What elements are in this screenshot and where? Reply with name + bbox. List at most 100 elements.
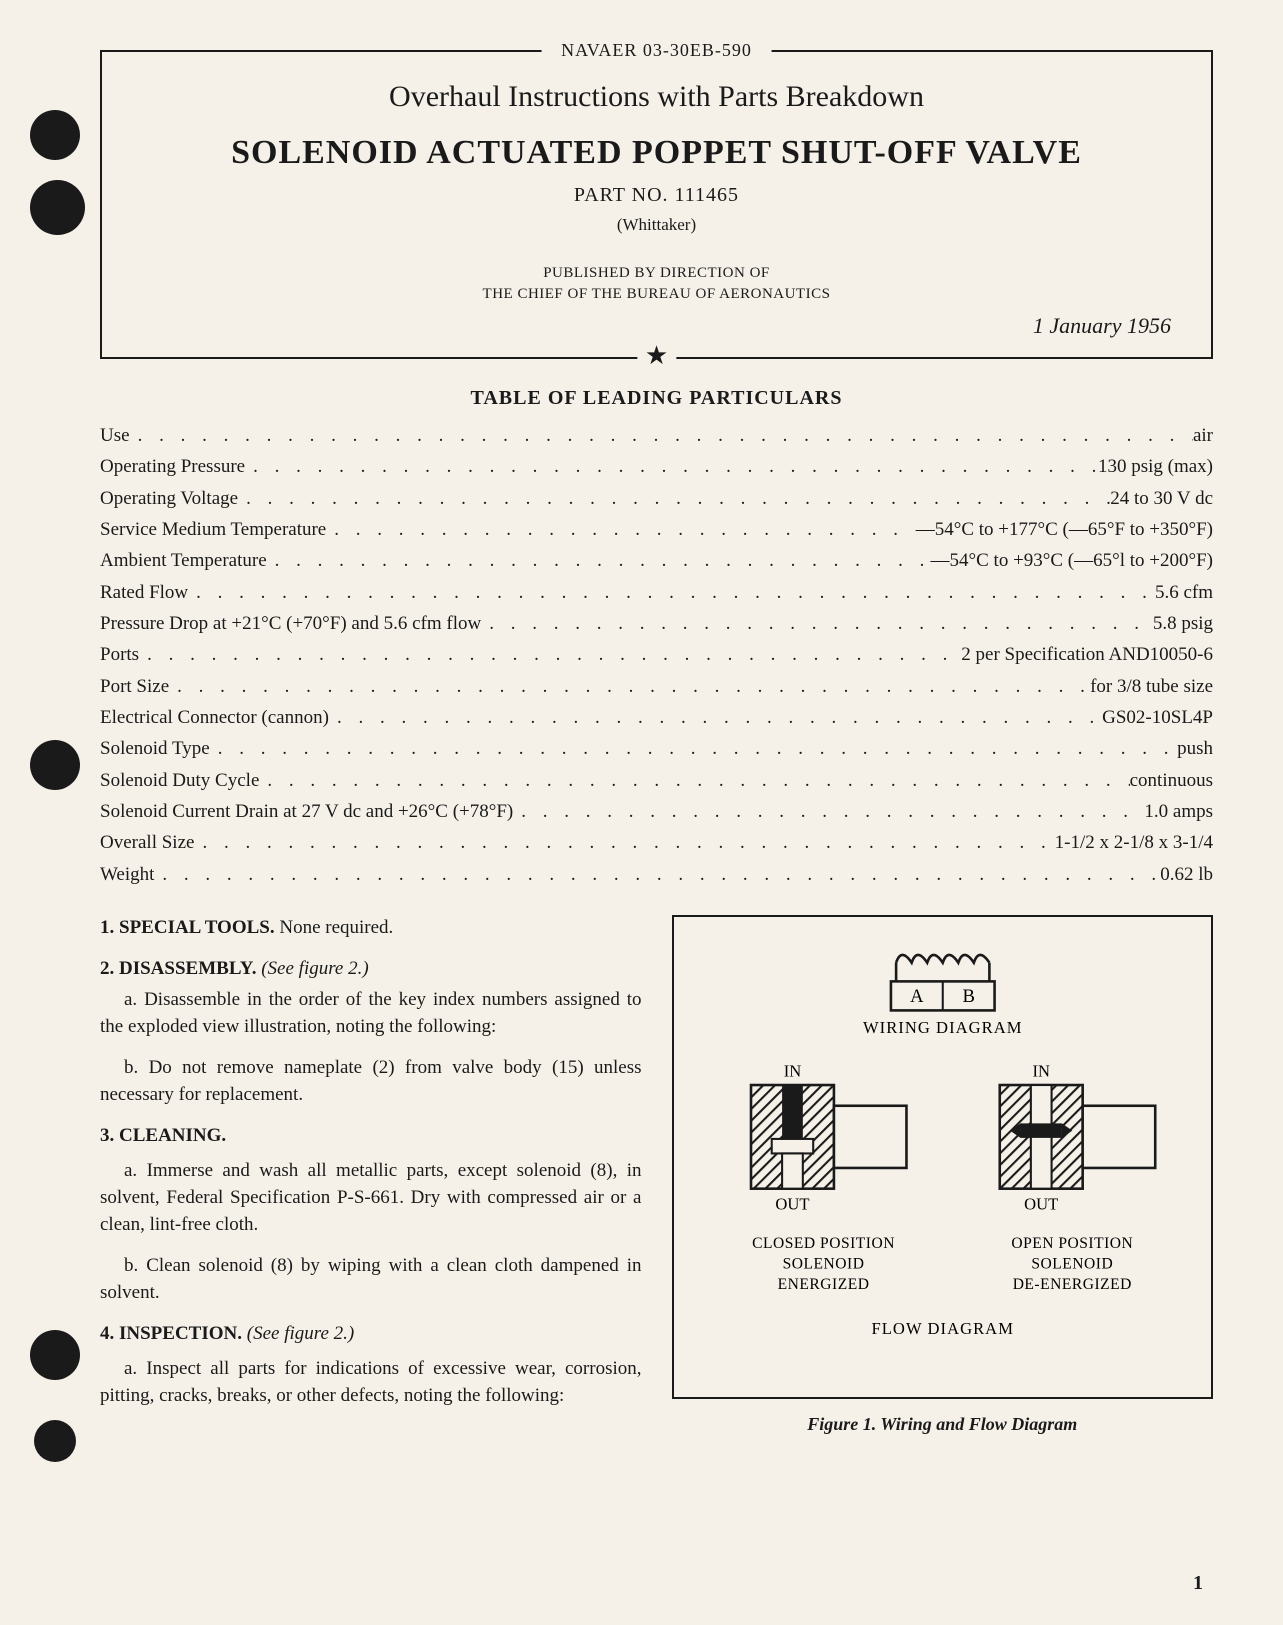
punch-hole — [30, 740, 80, 790]
particular-value: 5.8 psig — [1153, 608, 1213, 639]
particular-value: 2 per Specification AND10050-6 — [961, 639, 1213, 670]
star-divider: ★ — [637, 341, 676, 371]
published-line: PUBLISHED BY DIRECTION OF — [543, 265, 770, 281]
particulars-title: TABLE OF LEADING PARTICULARS — [100, 387, 1213, 410]
particular-label: Rated Flow — [100, 577, 188, 608]
out-label-left: OUT — [775, 1195, 809, 1214]
leader-dots: . . . . . . . . . . . . . . . . . . . . … — [326, 514, 915, 545]
right-column: A B WIRING DIAGRAM IN OUT IN — [672, 915, 1214, 1435]
particular-label: Solenoid Current Drain at 27 V dc and +2… — [100, 796, 513, 827]
page-number: 1 — [1193, 1572, 1203, 1595]
terminal-a-label: A — [910, 986, 924, 1007]
in-label-left: IN — [783, 1062, 801, 1081]
particular-value: —54°C to +93°C (—65°l to +200°F) — [931, 545, 1213, 576]
particular-row: Service Medium Temperature. . . . . . . … — [100, 514, 1213, 545]
particular-value: air — [1193, 420, 1213, 451]
open-solenoid-label: SOLENOID — [1031, 1256, 1113, 1273]
leader-dots: . . . . . . . . . . . . . . . . . . . . … — [188, 577, 1155, 608]
section-heading: 2. DISASSEMBLY. — [100, 958, 256, 979]
leader-dots: . . . . . . . . . . . . . . . . . . . . … — [245, 451, 1098, 482]
leader-dots: . . . . . . . . . . . . . . . . . . . . … — [481, 608, 1153, 639]
particular-row: Pressure Drop at +21°C (+70°F) and 5.6 c… — [100, 608, 1213, 639]
flow-diagram-label: FLOW DIAGRAM — [871, 1319, 1013, 1338]
leader-dots: . . . . . . . . . . . . . . . . . . . . … — [259, 765, 1129, 796]
particular-row: Overall Size. . . . . . . . . . . . . . … — [100, 827, 1213, 858]
document-title: SOLENOID ACTUATED POPPET SHUT-OFF VALVE — [142, 134, 1171, 172]
section-heading: 3. CLEANING. — [100, 1125, 226, 1146]
particular-row: Ambient Temperature. . . . . . . . . . .… — [100, 545, 1213, 576]
section-ref: (See figure 2.) — [256, 958, 368, 979]
published-line: THE CHIEF OF THE BUREAU OF AERONAUTICS — [483, 286, 831, 302]
leader-dots: . . . . . . . . . . . . . . . . . . . . … — [513, 796, 1144, 827]
wiring-flow-diagram: A B WIRING DIAGRAM IN OUT IN — [694, 942, 1192, 1377]
particular-row: Operating Pressure. . . . . . . . . . . … — [100, 451, 1213, 482]
punch-hole — [30, 180, 85, 235]
in-label-right: IN — [1032, 1062, 1050, 1081]
punch-hole — [30, 110, 80, 160]
particular-value: for 3/8 tube size — [1090, 671, 1213, 702]
particular-value: 24 to 30 V dc — [1110, 483, 1213, 514]
out-label-right: OUT — [1024, 1195, 1058, 1214]
punch-hole — [34, 1420, 76, 1462]
particular-label: Port Size — [100, 671, 169, 702]
particular-row: Solenoid Duty Cycle. . . . . . . . . . .… — [100, 765, 1213, 796]
particular-label: Operating Voltage — [100, 483, 238, 514]
particular-row: Operating Voltage. . . . . . . . . . . .… — [100, 483, 1213, 514]
leader-dots: . . . . . . . . . . . . . . . . . . . . … — [139, 639, 961, 670]
particular-value: push — [1177, 733, 1213, 764]
leader-dots: . . . . . . . . . . . . . . . . . . . . … — [169, 671, 1090, 702]
particular-value: GS02-10SL4P — [1102, 702, 1213, 733]
particular-label: Use — [100, 420, 130, 451]
left-column: 1. SPECIAL TOOLS. None required. 2. DISA… — [100, 915, 642, 1435]
section-para: a. Disassemble in the order of the key i… — [100, 987, 642, 1041]
particular-value: continuous — [1130, 765, 1213, 796]
particular-label: Solenoid Duty Cycle — [100, 765, 259, 796]
particular-value: 1-1/2 x 2-1/8 x 3-1/4 — [1055, 827, 1213, 858]
publication-date: 1 January 1956 — [142, 313, 1171, 339]
leader-dots: . . . . . . . . . . . . . . . . . . . . … — [194, 827, 1054, 858]
particular-label: Operating Pressure — [100, 451, 245, 482]
particular-label: Solenoid Type — [100, 733, 210, 764]
published-by: PUBLISHED BY DIRECTION OF THE CHIEF OF T… — [142, 263, 1171, 305]
particular-label: Ports — [100, 639, 139, 670]
section-heading: 1. SPECIAL TOOLS. — [100, 917, 275, 938]
leader-dots: . . . . . . . . . . . . . . . . . . . . … — [210, 733, 1177, 764]
closed-position-label: CLOSED POSITION — [752, 1235, 895, 1252]
section-text: None required. — [275, 917, 394, 938]
section-para: a. Immerse and wash all metallic parts, … — [100, 1158, 642, 1239]
particular-value: 0.62 lb — [1160, 859, 1213, 890]
section-heading: 4. INSPECTION. — [100, 1323, 242, 1344]
manufacturer: (Whittaker) — [142, 215, 1171, 235]
figure-caption: Figure 1. Wiring and Flow Diagram — [672, 1414, 1214, 1435]
open-deenergized-label: DE-ENERGIZED — [1012, 1276, 1131, 1293]
particular-label: Pressure Drop at +21°C (+70°F) and 5.6 c… — [100, 608, 481, 639]
leader-dots: . . . . . . . . . . . . . . . . . . . . … — [130, 420, 1193, 451]
particular-label: Electrical Connector (cannon) — [100, 702, 329, 733]
closed-energized-label: ENERGIZED — [777, 1276, 869, 1293]
figure-box: A B WIRING DIAGRAM IN OUT IN — [672, 915, 1214, 1399]
header-box: NAVAER 03-30EB-590 Overhaul Instructions… — [100, 50, 1213, 359]
punch-hole — [30, 1330, 80, 1380]
particular-row: Weight. . . . . . . . . . . . . . . . . … — [100, 859, 1213, 890]
part-number: PART NO. 111465 — [142, 184, 1171, 207]
section-para: a. Inspect all parts for indications of … — [100, 1356, 642, 1410]
particular-row: Electrical Connector (cannon). . . . . .… — [100, 702, 1213, 733]
leader-dots: . . . . . . . . . . . . . . . . . . . . … — [267, 545, 931, 576]
particular-label: Weight — [100, 859, 154, 890]
particular-value: —54°C to +177°C (—65°F to +350°F) — [916, 514, 1213, 545]
particular-row: Ports. . . . . . . . . . . . . . . . . .… — [100, 639, 1213, 670]
wiring-diagram-label: WIRING DIAGRAM — [862, 1018, 1022, 1037]
particular-row: Use. . . . . . . . . . . . . . . . . . .… — [100, 420, 1213, 451]
particular-row: Port Size. . . . . . . . . . . . . . . .… — [100, 671, 1213, 702]
particular-value: 5.6 cfm — [1155, 577, 1213, 608]
document-number: NAVAER 03-30EB-590 — [541, 40, 772, 61]
particular-row: Rated Flow. . . . . . . . . . . . . . . … — [100, 577, 1213, 608]
leader-dots: . . . . . . . . . . . . . . . . . . . . … — [154, 859, 1160, 890]
particular-value: 130 psig (max) — [1098, 451, 1213, 482]
open-position-label: OPEN POSITION — [1011, 1235, 1133, 1252]
section-para: b. Clean solenoid (8) by wiping with a c… — [100, 1253, 642, 1307]
particular-row: Solenoid Type. . . . . . . . . . . . . .… — [100, 733, 1213, 764]
section-para: b. Do not remove nameplate (2) from valv… — [100, 1055, 642, 1109]
particular-label: Ambient Temperature — [100, 545, 267, 576]
leader-dots: . . . . . . . . . . . . . . . . . . . . … — [238, 483, 1110, 514]
